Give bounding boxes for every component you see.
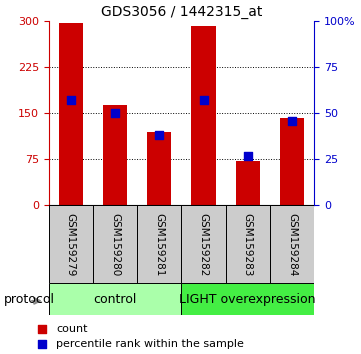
Point xyxy=(289,118,295,124)
Bar xyxy=(103,105,127,205)
Text: GSM159280: GSM159280 xyxy=(110,213,120,276)
Text: percentile rank within the sample: percentile rank within the sample xyxy=(56,339,244,349)
Text: GSM159281: GSM159281 xyxy=(154,212,164,276)
Point xyxy=(245,153,251,159)
Text: GSM159279: GSM159279 xyxy=(66,212,76,276)
Point xyxy=(68,98,74,103)
Text: count: count xyxy=(56,324,88,333)
Bar xyxy=(147,132,171,205)
Bar xyxy=(226,205,270,283)
Point xyxy=(39,341,45,347)
Bar xyxy=(137,205,182,283)
Point xyxy=(201,98,206,103)
Bar xyxy=(93,205,137,283)
Bar xyxy=(181,283,314,315)
Bar xyxy=(236,161,260,205)
Point xyxy=(156,132,162,138)
Bar xyxy=(280,118,304,205)
Bar xyxy=(191,25,216,205)
Bar xyxy=(49,283,181,315)
Bar xyxy=(181,205,226,283)
Bar xyxy=(49,205,93,283)
Text: LIGHT overexpression: LIGHT overexpression xyxy=(179,293,316,306)
Text: GSM159283: GSM159283 xyxy=(243,212,253,276)
Bar xyxy=(270,205,314,283)
Title: GDS3056 / 1442315_at: GDS3056 / 1442315_at xyxy=(101,5,262,19)
Point xyxy=(112,110,118,116)
Text: GSM159282: GSM159282 xyxy=(199,212,209,276)
Bar xyxy=(59,23,83,205)
Text: protocol: protocol xyxy=(4,293,55,306)
Text: GSM159284: GSM159284 xyxy=(287,212,297,276)
Point xyxy=(39,326,45,331)
Text: control: control xyxy=(93,293,137,306)
